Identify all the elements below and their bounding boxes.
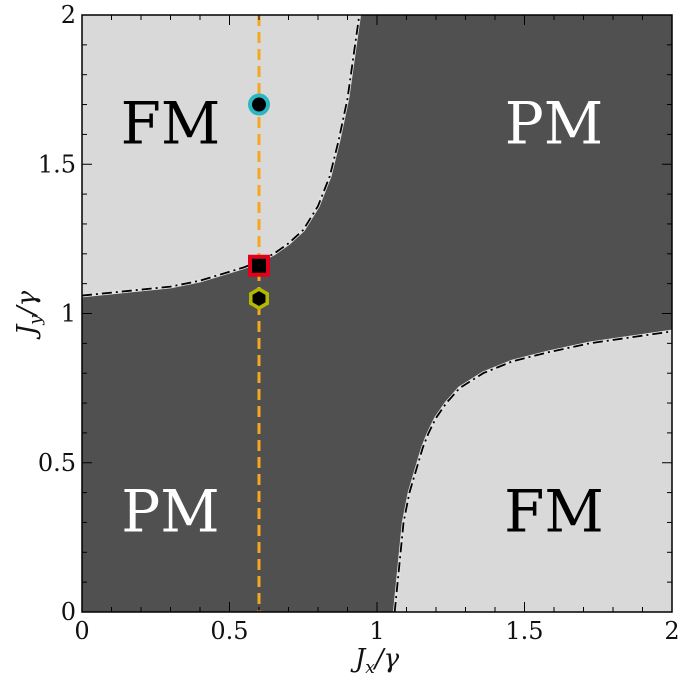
region-labels: FM PM PM FM (121, 89, 604, 545)
y-tick-label-3: 1.5 (38, 150, 76, 178)
marker-hexagon-2 (249, 287, 269, 311)
y-axis-label: Jy/γ (12, 290, 46, 340)
region-label-pm-2: PM (121, 477, 219, 545)
marker-circle-0 (248, 93, 270, 116)
x-tick-label-2: 1 (369, 617, 384, 645)
x-tick-label-4: 2 (664, 617, 679, 645)
y-tick-label-2: 1 (61, 300, 76, 328)
marker-square-1 (248, 254, 270, 277)
region-label-fm-3: FM (504, 477, 604, 545)
x-tick-label-3: 1.5 (505, 617, 543, 645)
y-tick-label-4: 2 (61, 1, 76, 29)
region-label-pm-1: PM (505, 89, 603, 157)
x-tick-label-0: 0 (74, 617, 89, 645)
markers (248, 93, 270, 311)
y-tick-label-0: 0 (61, 598, 76, 626)
x-tick-label-1: 0.5 (210, 617, 248, 645)
phase-boundary-lower (393, 330, 672, 612)
fm-region-bottom-right (394, 331, 672, 612)
plot-area: FM PM PM FM (82, 15, 672, 612)
ticks: 0 0.5 1 1.5 2 0 0.5 1 1.5 2 (38, 1, 680, 645)
y-tick-label-1: 0.5 (38, 449, 76, 477)
x-axis-label: Jx/γ (350, 644, 400, 675)
fm-region-top-left (82, 15, 360, 296)
region-label-fm-0: FM (121, 89, 221, 157)
